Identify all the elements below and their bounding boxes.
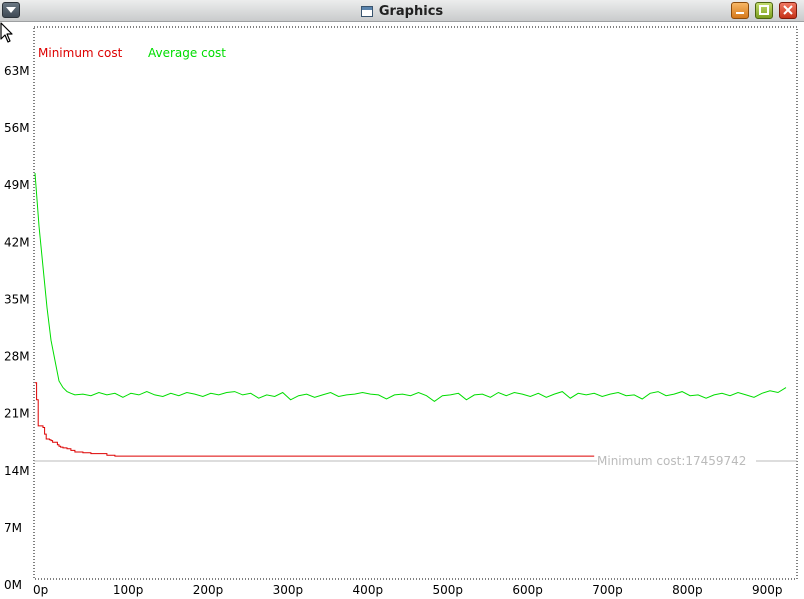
x-tick-label: 800p [672, 583, 703, 597]
legend: Minimum cost Average cost [38, 46, 226, 60]
x-tick-label: 400p [353, 583, 384, 597]
y-tick-label: 56M [4, 121, 30, 135]
x-tick-label: 100p [113, 583, 144, 597]
cost-chart: 0M 7M 14M 21M 28M 35M 42M 49M 56M 63M 0p 100p 200p 3… [0, 22, 804, 599]
x-tick-label: 600p [512, 583, 543, 597]
maximize-icon [759, 5, 769, 15]
y-axis: 0M 7M 14M 21M 28M 35M 42M 49M 56M 63M [4, 64, 30, 592]
window-title: Graphics [378, 3, 444, 19]
x-tick-label: 200p [193, 583, 224, 597]
reference-line-label: Minimum cost:17459742 [597, 454, 746, 468]
series-group [34, 172, 787, 457]
close-button[interactable] [779, 2, 797, 19]
window-menu-icon[interactable] [2, 2, 20, 18]
legend-item-average-cost: Average cost [148, 46, 226, 60]
graphics-window-icon [360, 5, 373, 17]
maximize-button[interactable] [755, 2, 773, 19]
x-tick-label: 0p [33, 583, 48, 597]
x-axis: 0p 100p 200p 300p 400p 500p 600p 700p 800p 900p [33, 583, 783, 597]
x-tick-label: 700p [592, 583, 623, 597]
y-tick-label: 28M [4, 350, 30, 364]
minimize-icon [736, 12, 744, 14]
minimize-button[interactable] [731, 2, 749, 19]
y-tick-label: 49M [4, 178, 30, 192]
y-tick-label: 35M [4, 292, 30, 306]
x-tick-label: 300p [273, 583, 304, 597]
close-icon [783, 5, 793, 15]
legend-item-minimum-cost: Minimum cost [38, 46, 123, 60]
y-tick-label: 14M [4, 464, 30, 478]
minimum-cost-line [35, 382, 595, 457]
mouse-pointer-icon [0, 22, 13, 43]
chart-canvas: 0M 7M 14M 21M 28M 35M 42M 49M 56M 63M 0p 100p 200p 3… [4, 26, 798, 597]
title-bar[interactable]: Graphics [0, 0, 804, 22]
x-tick-label: 500p [432, 583, 463, 597]
plot-frame [33, 26, 798, 580]
y-tick-label: 42M [4, 235, 30, 249]
y-tick-label: 0M [4, 578, 22, 592]
average-cost-line [34, 172, 787, 403]
y-tick-label: 63M [4, 64, 30, 78]
y-tick-label: 7M [4, 521, 22, 535]
x-tick-label: 900p [752, 583, 783, 597]
y-tick-label: 21M [4, 407, 30, 421]
reference-line-group: Minimum cost:17459742 [34, 454, 797, 468]
